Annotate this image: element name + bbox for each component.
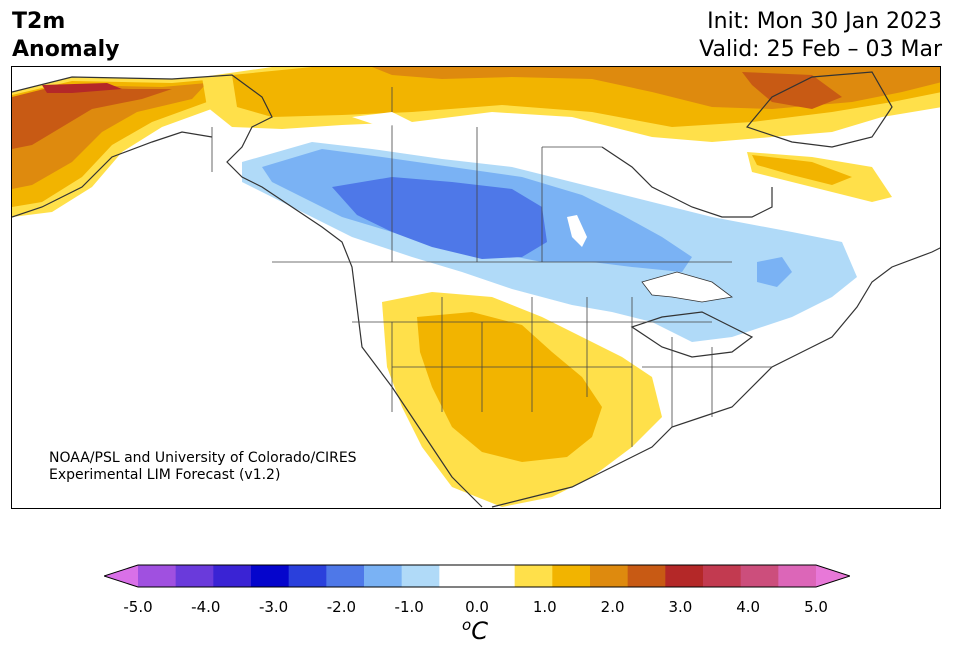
colorbar-segment [288, 565, 327, 587]
colorbar-tick-label: -2.0 [326, 598, 357, 616]
colorbar-segment [175, 565, 214, 587]
credit-text: NOAA/PSL and University of Colorado/CIRE… [49, 450, 357, 484]
colorbar-tick-label: 1.0 [532, 598, 557, 616]
colorbar-tick-label: 2.0 [600, 598, 625, 616]
southwest-warm-mid [417, 312, 602, 462]
map-title: T2m Anomaly [12, 8, 119, 64]
lake-winnipeg [567, 215, 587, 247]
colorbar-segment [439, 565, 478, 587]
coastlines [12, 71, 940, 508]
colorbar-segment [251, 565, 290, 587]
alaska-warm-peak [12, 87, 172, 149]
colorbar-tick-label: -3.0 [258, 598, 289, 616]
init-date: Init: Mon 30 Jan 2023 [707, 9, 942, 34]
colorbar-tick-label: 5.0 [804, 598, 828, 616]
colorbar-segment [364, 565, 403, 587]
title-line-1: T2m [12, 9, 66, 34]
valid-date: Valid: 25 Feb – 03 Mar [699, 37, 942, 62]
credit-line-1: NOAA/PSL and University of Colorado/CIRE… [49, 450, 357, 466]
cool-east-pocket [757, 257, 792, 287]
colorbar-segment [740, 565, 779, 587]
colorbar-segment [665, 565, 704, 587]
colorbar-segment [213, 565, 252, 587]
colorbar-extend-high [816, 565, 850, 587]
colorbar-tick-label: -4.0 [191, 598, 221, 616]
anomaly-map [11, 66, 941, 509]
colorbar-segment [514, 565, 553, 587]
colorbar-segment [703, 565, 742, 587]
unit-superscript: o [462, 616, 472, 634]
map-svg [12, 67, 940, 508]
colorbar-segment [627, 565, 666, 587]
colorbar-tick-label: 3.0 [668, 598, 693, 616]
unit-letter: C [471, 617, 488, 645]
colorbar-segment [477, 565, 516, 587]
colorbar-segment [326, 565, 365, 587]
colorbar-segment [138, 565, 177, 587]
colorbar [104, 564, 850, 588]
arctic-warm-peak [742, 72, 842, 109]
cool-core [332, 177, 547, 259]
colorbar-segment [401, 565, 440, 587]
title-line-2: Anomaly [12, 37, 120, 62]
colorbar-segment [590, 565, 629, 587]
colorbar-tick-label: -5.0 [123, 598, 153, 616]
colorbar-outline [104, 564, 850, 588]
alaska-warm-max [42, 83, 122, 93]
colorbar-segment [552, 565, 591, 587]
credit-line-2: Experimental LIM Forecast (v1.2) [49, 467, 281, 483]
boundaries [211, 87, 772, 447]
colorbar-unit: oC [462, 616, 488, 645]
great-slave-lake [352, 112, 412, 127]
colorbar-extend-low [104, 565, 138, 587]
colorbar-tick-label: -1.0 [394, 598, 424, 616]
forecast-dates: Init: Mon 30 Jan 2023 Valid: 25 Feb – 03… [699, 8, 942, 64]
colorbar-tick-label: 4.0 [736, 598, 761, 616]
colorbar-tick-label: 0.0 [465, 598, 489, 616]
great-lakes [641, 271, 733, 303]
colorbar-segment [778, 565, 817, 587]
labrador-warm-core [752, 155, 852, 185]
